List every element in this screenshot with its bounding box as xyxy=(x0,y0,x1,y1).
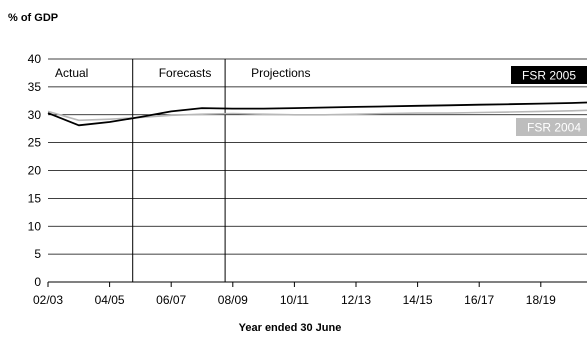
y-tick-label-8: 40 xyxy=(28,52,42,66)
y-tick-label-4: 20 xyxy=(28,164,42,178)
y-axis-title: % of GDP xyxy=(8,12,58,24)
period-regions: Actual Forecasts Projections xyxy=(55,59,310,282)
y-tick-label-7: 35 xyxy=(28,80,42,94)
y-tick-label-2: 10 xyxy=(28,219,42,233)
x-axis: 02/03 04/05 06/07 08/09 10/11 12/13 14/15 16/17… xyxy=(33,281,587,307)
y-tick-label-1: 5 xyxy=(34,247,41,261)
legend-box-1 xyxy=(516,118,587,136)
region-label-2: Projections xyxy=(251,66,310,80)
x-tick-label-3: 08/09 xyxy=(218,293,248,307)
x-tick-label-4: 10/11 xyxy=(280,293,309,307)
legend-label-0: FSR 2005 xyxy=(522,69,576,83)
series-lines xyxy=(47,101,587,127)
x-tick-label-7: 16/17 xyxy=(464,293,494,307)
legend: FSR 2005 FSR 2004 xyxy=(511,66,587,136)
x-tick-label-2: 06/07 xyxy=(156,293,186,307)
legend-box-0 xyxy=(511,66,587,84)
region-label-0: Actual xyxy=(55,66,88,80)
grid-lines xyxy=(48,58,587,255)
x-tick-label-0: 02/03 xyxy=(33,293,63,307)
y-tick-label-0: 0 xyxy=(34,275,41,289)
x-tick-label-6: 14/15 xyxy=(403,293,433,307)
y-tick-label-6: 30 xyxy=(28,108,42,122)
y-axis: 0 5 10 15 20 25 30 35 40 xyxy=(28,52,42,289)
region-label-1: Forecasts xyxy=(159,66,212,80)
y-tick-label-3: 15 xyxy=(28,191,42,205)
x-axis-title: Year ended 30 June xyxy=(239,322,342,334)
legend-label-1: FSR 2004 xyxy=(527,121,581,135)
series-line-0 xyxy=(47,101,587,127)
x-tick-label-5: 12/13 xyxy=(341,293,371,307)
y-tick-label-5: 25 xyxy=(28,136,42,150)
x-tick-label-1: 04/05 xyxy=(95,293,125,307)
x-tick-label-8: 18/19 xyxy=(526,293,556,307)
